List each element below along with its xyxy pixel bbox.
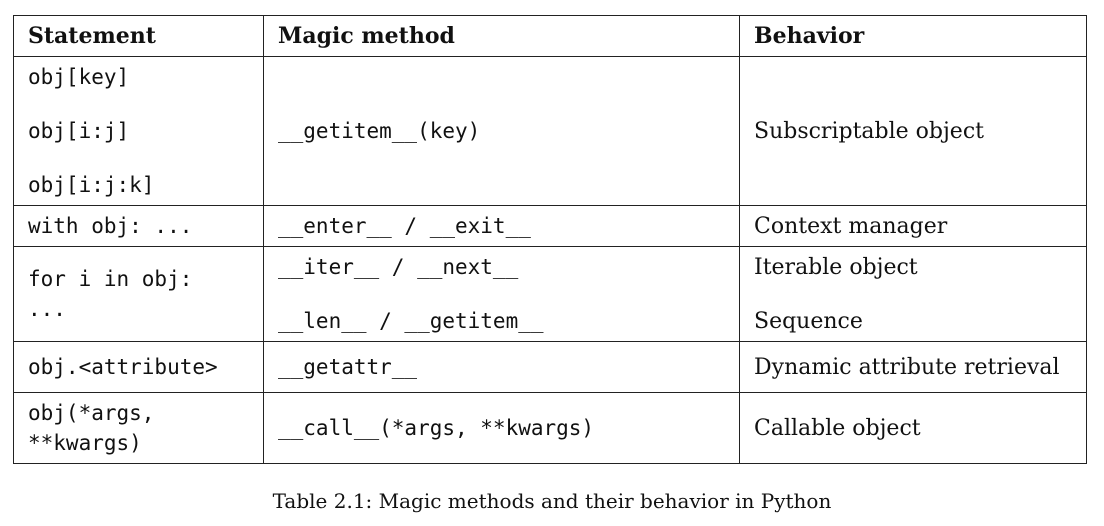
statement-line: obj(*args, — [28, 401, 155, 425]
magic-method-line: __getattr__ — [278, 354, 418, 379]
behavior-line: Dynamic attribute retrieval — [754, 354, 1060, 380]
behavior-cell: Callable object — [739, 392, 1087, 464]
statement-line: obj.<attribute> — [28, 354, 218, 379]
magic-method-line: __iter__ / __next__ — [278, 254, 519, 279]
table-row-attribute: obj.<attribute> __getattr__ Dynamic attr… — [13, 341, 1087, 393]
statement-line: obj[i:j:k] — [28, 172, 155, 197]
statement-line: for i in obj: — [28, 266, 193, 291]
magic-method-line: __call__(*args, **kwargs) — [278, 415, 595, 440]
statement-line: obj[i:j] — [28, 118, 130, 143]
header-behavior: Behavior — [739, 15, 1087, 57]
magic-method-cell: __enter__ / __exit__ — [263, 205, 740, 247]
table-row-iteration: for i in obj: ... __iter__ / __next__ __… — [13, 246, 1087, 342]
behavior-line: Subscriptable object — [754, 118, 984, 144]
statement-cell: obj(*args, **kwargs) — [13, 392, 264, 464]
magic-method-cell: __iter__ / __next__ __len__ / __getitem_… — [263, 246, 740, 342]
table-row-subscript: obj[key] obj[i:j] obj[i:j:k] __getitem__… — [13, 56, 1087, 206]
table-header-row: Statement Magic method Behavior — [13, 15, 1087, 57]
magic-method-line: __enter__ / __exit__ — [278, 213, 531, 238]
header-magic-method: Magic method — [263, 15, 740, 57]
behavior-line: Iterable object — [754, 254, 918, 280]
table-caption: Table 2.1: Magic methods and their behav… — [272, 489, 832, 513]
behavior-cell: Context manager — [739, 205, 1087, 247]
statement-cell: obj[key] obj[i:j] obj[i:j:k] — [13, 56, 264, 206]
magic-method-cell: __getitem__(key) — [263, 56, 740, 206]
table-row-context-manager: with obj: ... __enter__ / __exit__ Conte… — [13, 205, 1087, 247]
magic-method-line: __getitem__(key) — [278, 118, 481, 143]
magic-methods-table-container: Statement Magic method Behavior obj[key]… — [13, 15, 1087, 464]
statement-cell: obj.<attribute> — [13, 341, 264, 393]
table-row-callable: obj(*args, **kwargs) __call__(*args, **k… — [13, 392, 1087, 464]
statement-line: **kwargs) — [28, 431, 142, 455]
header-statement: Statement — [13, 15, 264, 57]
magic-method-cell: __call__(*args, **kwargs) — [263, 392, 740, 464]
statement-cell: with obj: ... — [13, 205, 264, 247]
magic-method-line: __len__ / __getitem__ — [278, 308, 544, 333]
behavior-cell: Subscriptable object — [739, 56, 1087, 206]
statement-line: with obj: ... — [28, 213, 193, 238]
behavior-line: Context manager — [754, 213, 948, 239]
behavior-line: Callable object — [754, 415, 921, 441]
statement-line: obj[key] — [28, 64, 130, 89]
statement-cell: for i in obj: ... — [13, 246, 264, 342]
behavior-cell: Iterable object Sequence — [739, 246, 1087, 342]
statement-line: ... — [28, 296, 66, 321]
magic-methods-table: Statement Magic method Behavior obj[key]… — [13, 15, 1087, 464]
behavior-line: Sequence — [754, 308, 863, 334]
behavior-cell: Dynamic attribute retrieval — [739, 341, 1087, 393]
magic-method-cell: __getattr__ — [263, 341, 740, 393]
